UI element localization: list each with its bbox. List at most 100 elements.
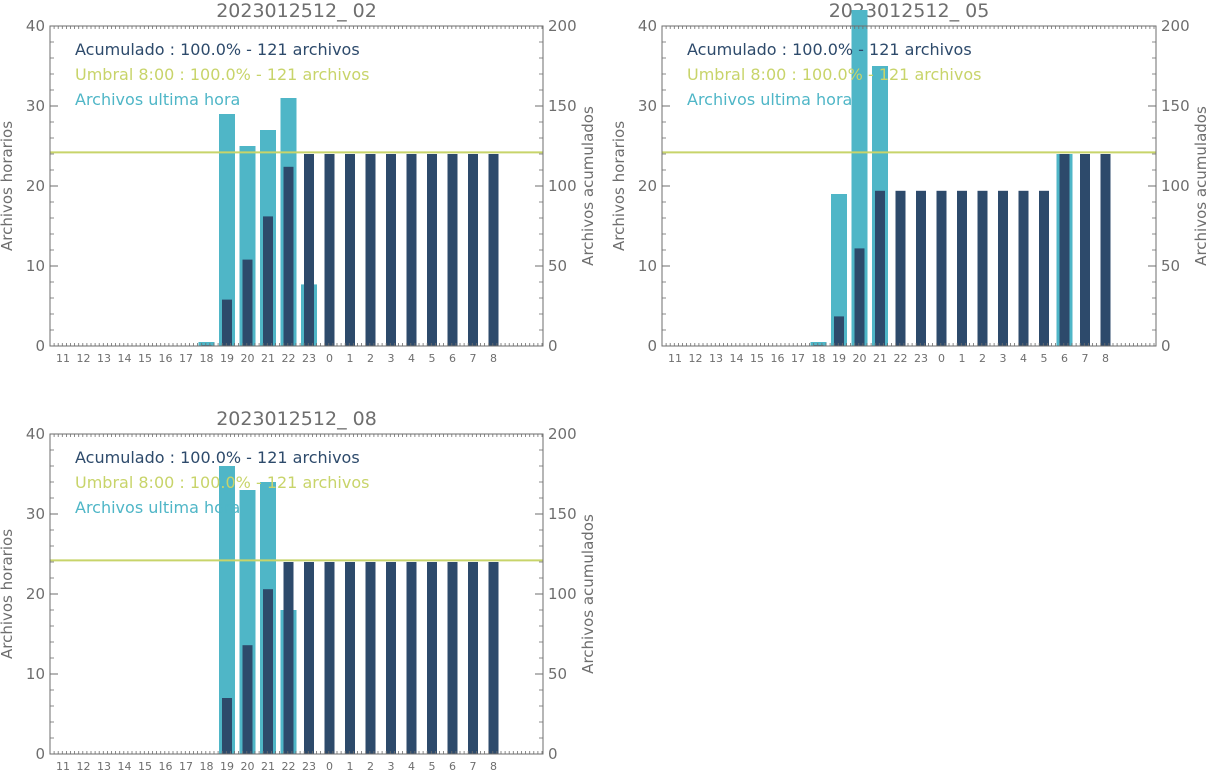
x-tick-label: 13 [97, 760, 111, 771]
y-right-tick-label: 50 [548, 665, 567, 683]
y-right-axis-label: Archivos acumulados [579, 514, 597, 674]
x-tick-label: 5 [429, 760, 436, 771]
x-tick-label: 22 [282, 352, 296, 365]
x-tick-label: 22 [282, 760, 296, 771]
legend-entry-2: Umbral 8:00 : 100.0% - 121 archivos [75, 65, 369, 84]
cumulative-bar-7 [468, 154, 478, 346]
cumulative-bar-2 [977, 190, 988, 346]
legend-entry-1: Acumulado : 100.0% - 121 archivos [75, 40, 360, 59]
y-right-tick-label: 150 [1161, 97, 1190, 115]
cumulative-bar-22 [283, 166, 294, 346]
cumulative-bar-2 [365, 562, 376, 754]
y-right-tick-label: 200 [548, 17, 577, 35]
x-tick-label: 16 [771, 352, 785, 365]
y-left-tick-label: 20 [638, 177, 657, 195]
x-tick-label: 2 [367, 760, 374, 771]
x-tick-label: 5 [429, 352, 436, 365]
x-tick-label: 3 [388, 760, 395, 771]
y-left-axis-label: Archivos horarios [0, 529, 16, 659]
cumulative-bar-1 [345, 154, 355, 346]
legend-entry-2: Umbral 8:00 : 100.0% - 121 archivos [75, 473, 369, 492]
legend-entry-1: Acumulado : 100.0% - 121 archivos [687, 40, 972, 59]
x-tick-label: 11 [668, 352, 682, 365]
x-tick-label: 14 [730, 352, 744, 365]
y-left-tick-label: 20 [26, 585, 45, 603]
cumulative-bar-5 [427, 562, 437, 754]
x-tick-label: 13 [709, 352, 723, 365]
x-tick-label: 4 [408, 352, 415, 365]
x-tick-label: 21 [261, 352, 275, 365]
legend-entry-2: Umbral 8:00 : 100.0% - 121 archivos [687, 65, 981, 84]
x-tick-label: 23 [302, 352, 316, 365]
chart-title: 2023012512_ 08 [216, 408, 377, 430]
x-tick-label: 21 [261, 760, 275, 771]
cumulative-bar-5 [427, 154, 437, 346]
cumulative-bar-4 [1018, 190, 1029, 346]
x-tick-label: 14 [118, 352, 132, 365]
hourly-bar-18 [810, 342, 827, 346]
cumulative-bar-19 [834, 316, 844, 346]
x-tick-label: 15 [138, 352, 152, 365]
x-tick-label: 6 [1061, 352, 1068, 365]
x-tick-label: 11 [56, 760, 70, 771]
cumulative-bar-19 [222, 299, 232, 346]
x-tick-label: 15 [138, 760, 152, 771]
x-tick-label: 17 [179, 760, 193, 771]
x-tick-label: 15 [750, 352, 764, 365]
legend-entry-1: Acumulado : 100.0% - 121 archivos [75, 448, 360, 467]
x-tick-label: 1 [347, 760, 354, 771]
x-tick-label: 19 [832, 352, 846, 365]
hourly-bar-19 [831, 194, 847, 346]
cumulative-bar-0 [324, 154, 335, 346]
x-tick-label: 17 [179, 352, 193, 365]
y-left-tick-label: 20 [26, 177, 45, 195]
y-left-tick-label: 10 [26, 665, 45, 683]
cumulative-bar-8 [488, 154, 499, 346]
x-tick-label: 20 [241, 352, 255, 365]
x-tick-label: 12 [77, 760, 91, 771]
x-tick-label: 14 [118, 760, 132, 771]
cumulative-bar-5 [1039, 190, 1049, 346]
y-left-tick-label: 30 [638, 97, 657, 115]
y-left-tick-label: 30 [26, 97, 45, 115]
x-tick-label: 11 [56, 352, 70, 365]
x-tick-label: 2 [367, 352, 374, 365]
y-right-tick-label: 50 [1161, 257, 1180, 275]
x-tick-label: 16 [159, 352, 173, 365]
x-tick-label: 18 [200, 760, 214, 771]
legend-entry-3: Archivos ultima hora [75, 90, 240, 109]
y-right-tick-label: 50 [548, 257, 567, 275]
x-tick-label: 16 [159, 760, 173, 771]
y-left-tick-label: 30 [26, 505, 45, 523]
x-tick-label: 23 [914, 352, 928, 365]
cumulative-bar-22 [895, 190, 906, 346]
x-tick-label: 17 [791, 352, 805, 365]
cumulative-bar-8 [488, 562, 499, 754]
cumulative-bar-23 [304, 562, 314, 754]
x-tick-label: 7 [1082, 352, 1089, 365]
hourly-bar-18 [198, 342, 215, 346]
x-tick-label: 12 [77, 352, 91, 365]
x-tick-label: 20 [241, 760, 255, 771]
cumulative-bar-20 [242, 645, 253, 754]
chart-title: 2023012512_ 02 [216, 0, 377, 22]
cumulative-bar-21 [263, 589, 273, 754]
cumulative-bar-3 [998, 190, 1008, 346]
y-right-tick-label: 0 [1161, 337, 1171, 355]
x-tick-label: 7 [470, 352, 477, 365]
cumulative-bar-6 [447, 154, 458, 346]
x-tick-label: 8 [490, 352, 497, 365]
x-tick-label: 5 [1041, 352, 1048, 365]
y-right-tick-label: 150 [548, 97, 577, 115]
y-left-tick-label: 0 [35, 337, 45, 355]
y-left-tick-label: 10 [638, 257, 657, 275]
legend-entry-3: Archivos ultima hora [75, 498, 240, 517]
cumulative-bar-1 [345, 562, 355, 754]
x-tick-label: 20 [853, 352, 867, 365]
cumulative-bar-0 [936, 190, 947, 346]
x-tick-label: 19 [220, 760, 234, 771]
x-tick-label: 7 [470, 760, 477, 771]
y-right-tick-label: 200 [1161, 17, 1190, 35]
y-right-tick-label: 0 [548, 337, 558, 355]
